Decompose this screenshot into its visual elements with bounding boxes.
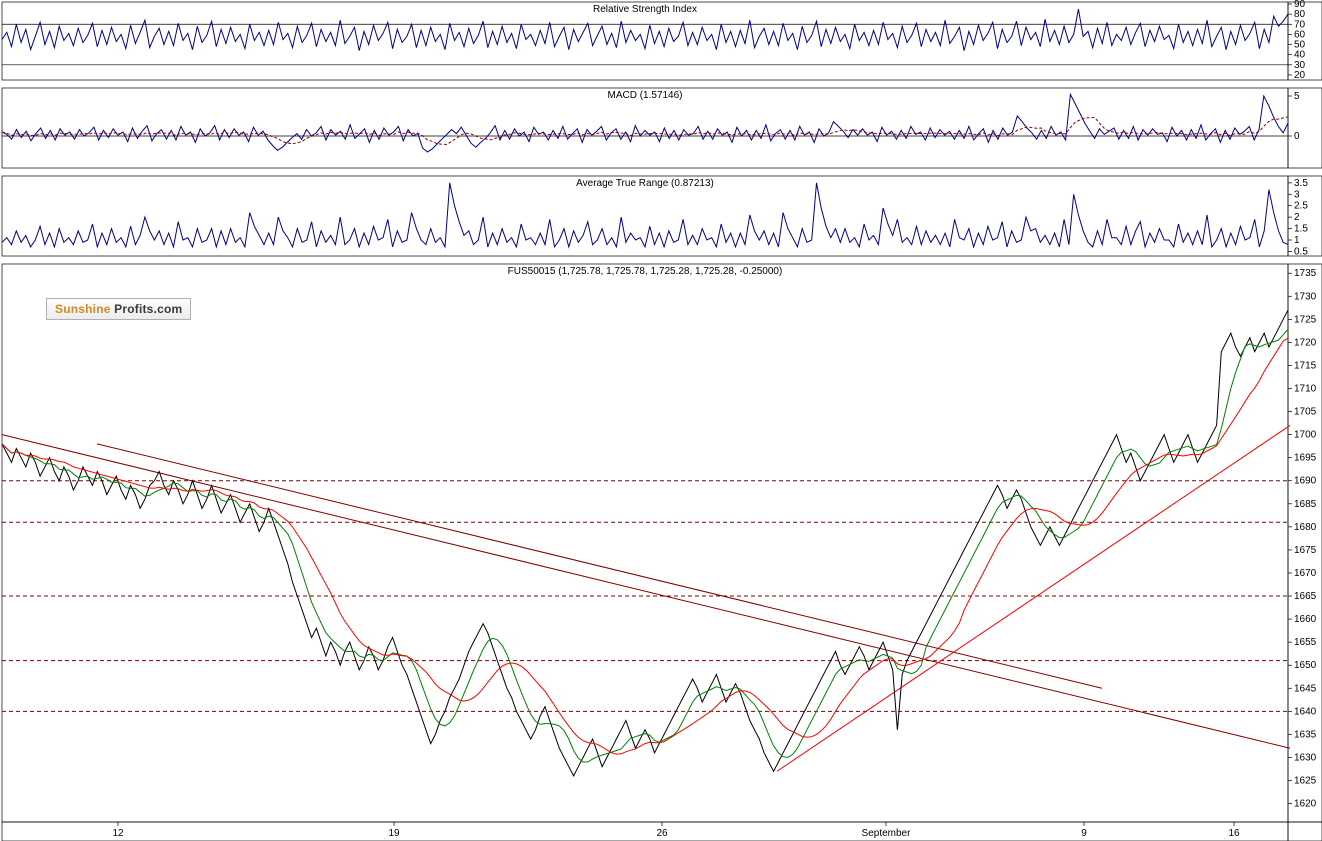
svg-text:1650: 1650 — [1294, 660, 1317, 671]
svg-text:1660: 1660 — [1294, 614, 1317, 625]
svg-text:1720: 1720 — [1294, 337, 1317, 348]
svg-text:0: 0 — [1294, 131, 1300, 142]
svg-text:90: 90 — [1294, 0, 1306, 10]
svg-text:0.5: 0.5 — [1294, 246, 1308, 257]
svg-text:1700: 1700 — [1294, 430, 1317, 441]
svg-text:1635: 1635 — [1294, 729, 1317, 740]
svg-text:2: 2 — [1294, 212, 1300, 223]
svg-text:1675: 1675 — [1294, 545, 1317, 556]
svg-text:1735: 1735 — [1294, 268, 1317, 279]
svg-text:1625: 1625 — [1294, 775, 1317, 786]
watermark-part2: Profits.com — [111, 302, 183, 316]
svg-text:2.5: 2.5 — [1294, 201, 1308, 212]
svg-text:1695: 1695 — [1294, 453, 1317, 464]
svg-text:Average True Range (0.87213): Average True Range (0.87213) — [576, 178, 714, 189]
svg-text:26: 26 — [656, 828, 668, 839]
svg-text:FUS50015 (1,725.78, 1,725.78,: FUS50015 (1,725.78, 1,725.78, 1,725.28, … — [508, 266, 783, 277]
watermark-part1: Sunshine — [55, 302, 111, 316]
svg-text:20: 20 — [1294, 70, 1306, 81]
svg-text:19: 19 — [388, 828, 400, 839]
svg-text:1665: 1665 — [1294, 591, 1317, 602]
svg-text:1725: 1725 — [1294, 314, 1317, 325]
svg-text:70: 70 — [1294, 19, 1306, 30]
svg-text:50: 50 — [1294, 40, 1306, 51]
watermark: Sunshine Profits.com — [46, 298, 191, 320]
svg-text:1640: 1640 — [1294, 706, 1317, 717]
svg-text:1620: 1620 — [1294, 799, 1317, 810]
svg-text:5: 5 — [1294, 91, 1300, 102]
svg-text:1680: 1680 — [1294, 522, 1317, 533]
svg-text:9: 9 — [1081, 828, 1087, 839]
svg-text:1715: 1715 — [1294, 360, 1317, 371]
chart-svg: Relative Strength Index2030405060708090M… — [0, 0, 1322, 841]
svg-text:1.5: 1.5 — [1294, 224, 1308, 235]
svg-text:1705: 1705 — [1294, 407, 1317, 418]
svg-text:80: 80 — [1294, 9, 1306, 20]
svg-text:1710: 1710 — [1294, 384, 1317, 395]
financial-chart: { "layout": { "width": 1322, "height": 8… — [0, 0, 1322, 841]
svg-text:1685: 1685 — [1294, 499, 1317, 510]
svg-text:16: 16 — [1228, 828, 1240, 839]
svg-text:1: 1 — [1294, 235, 1300, 246]
svg-text:1645: 1645 — [1294, 683, 1317, 694]
svg-text:1630: 1630 — [1294, 752, 1317, 763]
svg-text:1670: 1670 — [1294, 568, 1317, 579]
svg-text:MACD (1.57146): MACD (1.57146) — [607, 90, 682, 101]
svg-text:40: 40 — [1294, 50, 1306, 61]
svg-text:September: September — [862, 828, 912, 839]
svg-text:Relative Strength Index: Relative Strength Index — [593, 4, 697, 15]
svg-text:1655: 1655 — [1294, 637, 1317, 648]
svg-text:3.5: 3.5 — [1294, 178, 1308, 189]
svg-text:30: 30 — [1294, 60, 1306, 71]
svg-text:1690: 1690 — [1294, 476, 1317, 487]
svg-text:12: 12 — [112, 828, 124, 839]
svg-text:60: 60 — [1294, 29, 1306, 40]
svg-text:3: 3 — [1294, 189, 1300, 200]
svg-text:1730: 1730 — [1294, 291, 1317, 302]
